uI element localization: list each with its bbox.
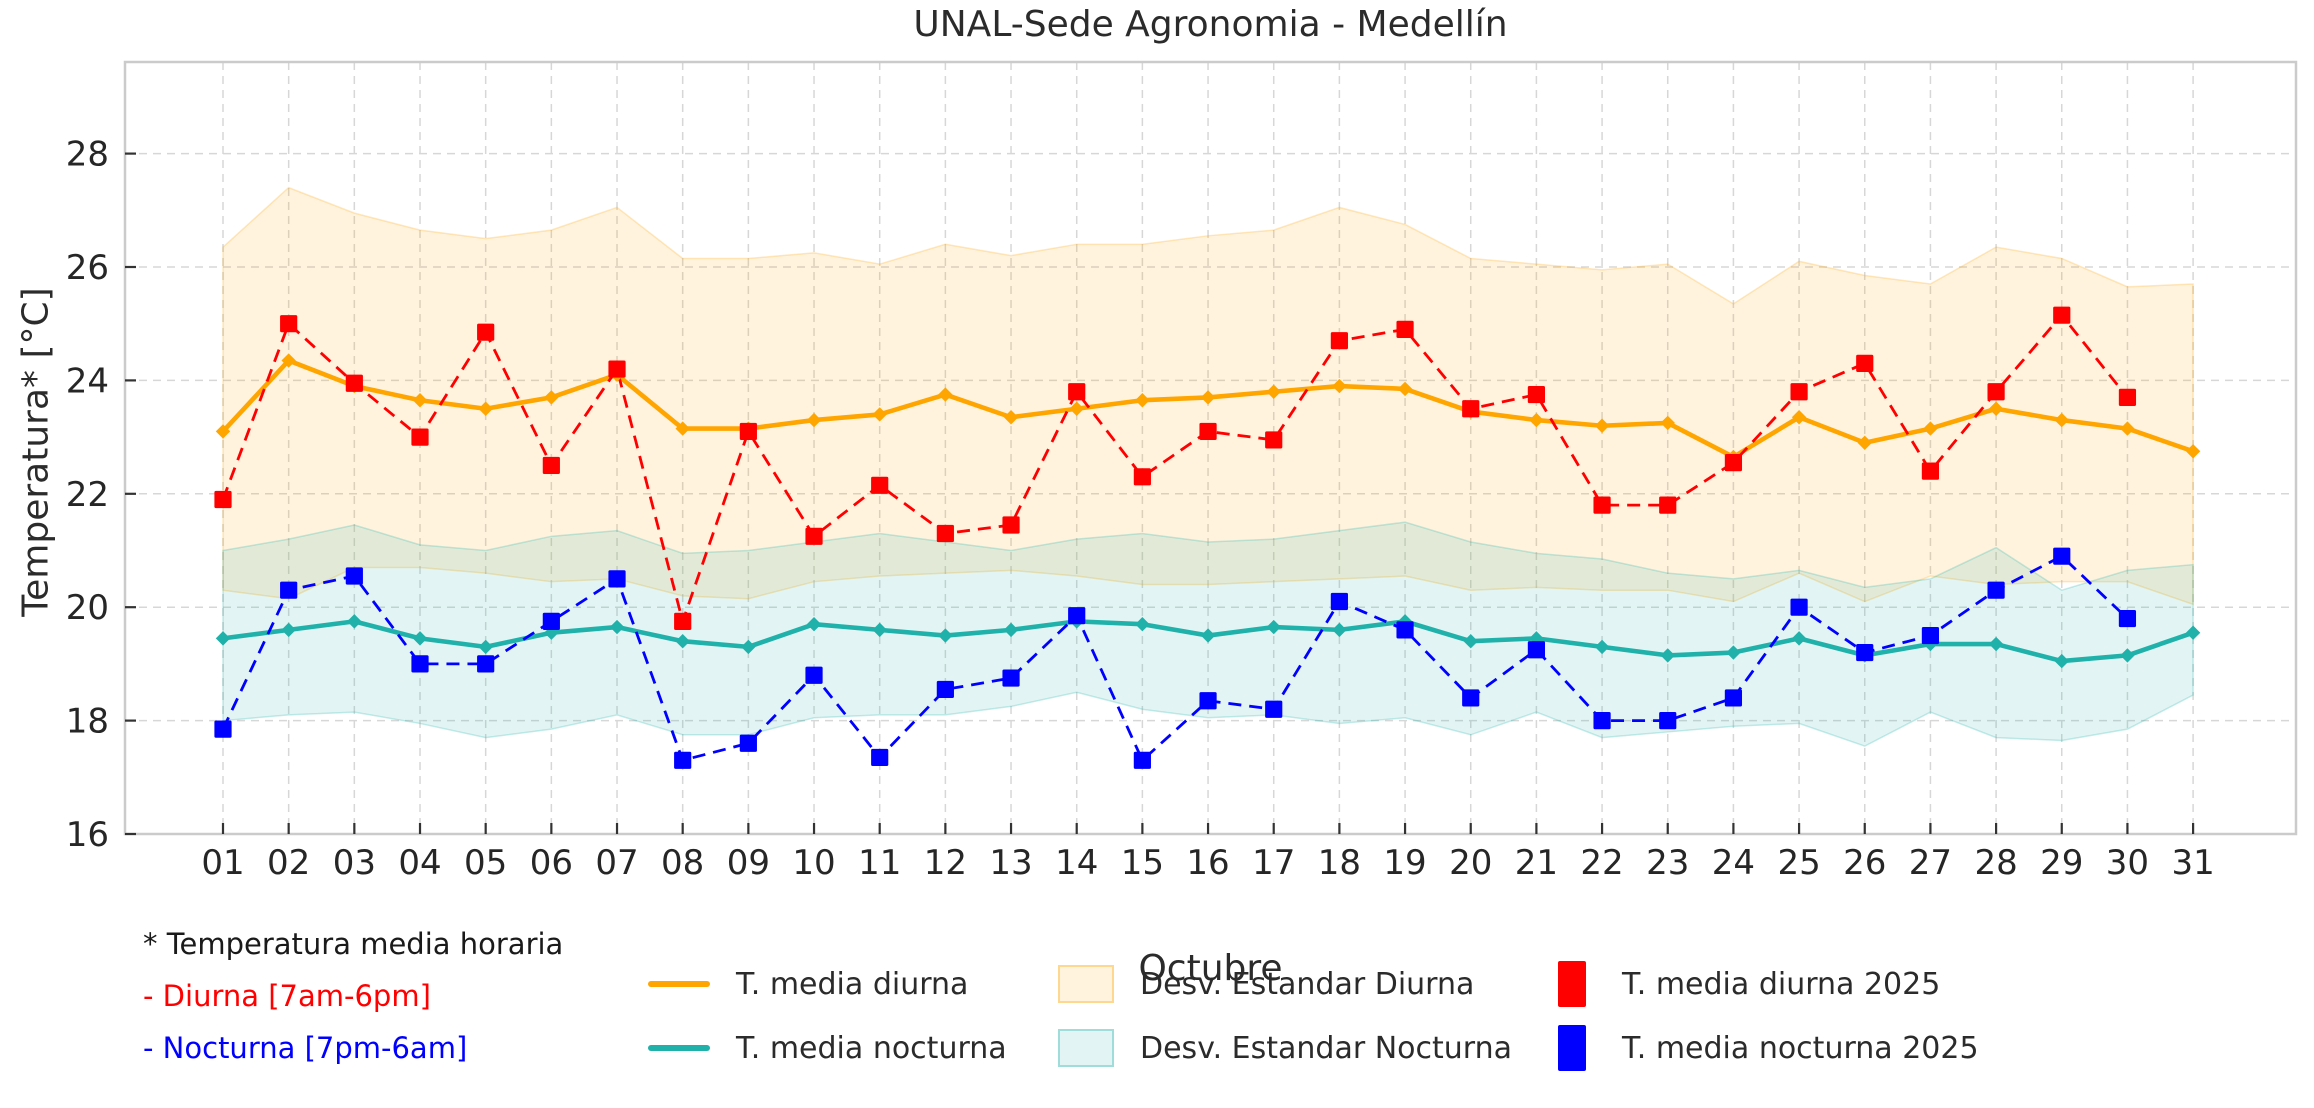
x-tick-labels: 01 02 03 04 05 06 07 08 09 10 11 12 13 14 15 16 17 18 19 20…: [201, 843, 2214, 883]
x-tick-label: 12: [924, 843, 967, 883]
x-tick-label: 11: [858, 843, 901, 883]
x-tick-label: 03: [333, 843, 376, 883]
legend-label: Desv. Estandar Nocturna: [1140, 1030, 1512, 1066]
x-tick-label: 21: [1515, 843, 1558, 883]
x-tick-label: 30: [2106, 843, 2149, 883]
chart-title: UNAL-Sede Agronomia - Medellín: [913, 4, 1508, 45]
x-tick-label: 14: [1055, 843, 1098, 883]
std-bands: [222, 186, 2194, 747]
x-tick-label: 13: [989, 843, 1032, 883]
legend-item-std-diurna: Desv. Estandar Diurna: [1058, 956, 1512, 1012]
legend-item-media-diurna: T. media diurna: [648, 956, 1007, 1012]
series-markers: [214, 306, 2201, 769]
x-tick-label: 01: [201, 843, 244, 883]
x-tick-label: 19: [1383, 843, 1426, 883]
x-tick-label: 10: [792, 843, 835, 883]
markers-t-media-diurna-2025: [214, 306, 2137, 630]
y-tick-label: 24: [66, 361, 109, 401]
x-tick-label: 28: [1974, 843, 2017, 883]
x-tick-label: 17: [1252, 843, 1295, 883]
x-tick-label: 06: [530, 843, 573, 883]
footnote-line-diurna: - Diurna [7am-6pm]: [143, 979, 431, 1013]
teal-line-swatch-icon: [648, 1045, 710, 1051]
legend-item-nocturna-2025: T. media nocturna 2025: [1548, 1020, 1979, 1076]
x-tick-label: 08: [661, 843, 704, 883]
x-tick-label: 26: [1843, 843, 1886, 883]
legend-item-diurna-2025: T. media diurna 2025: [1548, 956, 1979, 1012]
tick-marks: [125, 152, 2195, 836]
x-tick-label: 20: [1449, 843, 1492, 883]
x-tick-label: 04: [398, 843, 441, 883]
teal-band-swatch-icon: [1058, 1029, 1114, 1067]
x-tick-label: 22: [1580, 843, 1623, 883]
x-tick-label: 29: [2040, 843, 2083, 883]
legend-label: T. media diurna: [736, 966, 969, 1002]
footnote-line-nocturna: - Nocturna [7pm-6am]: [143, 1031, 468, 1065]
orange-line-swatch-icon: [648, 981, 710, 987]
y-tick-labels: 16 18 20 22 24 26 28: [66, 135, 109, 855]
y-tick-label: 22: [66, 475, 109, 515]
legend-item-media-nocturna: T. media nocturna: [648, 1020, 1007, 1076]
footnote-line-1: * Temperatura media horaria: [143, 927, 564, 961]
x-tick-label: 25: [1777, 843, 1820, 883]
legend-column-bands: Desv. Estandar Diurna Desv. Estandar Noc…: [1058, 956, 1512, 1084]
x-tick-label: 27: [1909, 843, 1952, 883]
legend-label: T. media nocturna 2025: [1622, 1030, 1979, 1066]
x-axis-label: Octubre: [1138, 948, 1283, 989]
x-tick-label: 31: [2171, 843, 2214, 883]
blue-square-swatch-icon: [1558, 1025, 1586, 1071]
legend-column-lines: T. media diurna T. media nocturna: [648, 956, 1007, 1084]
orange-band-swatch-icon: [1058, 965, 1114, 1003]
x-tick-label: 09: [727, 843, 770, 883]
x-tick-label: 15: [1121, 843, 1164, 883]
x-tick-label: 16: [1186, 843, 1229, 883]
x-tick-label: 24: [1712, 843, 1755, 883]
legend-column-2025: T. media diurna 2025 T. media nocturna 2…: [1548, 956, 1979, 1084]
legend-label: T. media nocturna: [736, 1030, 1007, 1066]
y-tick-label: 16: [66, 815, 109, 855]
footnote-annotation: * Temperatura media horaria - Diurna [7a…: [143, 918, 563, 1074]
red-square-swatch-icon: [1558, 961, 1586, 1007]
x-tick-label: 07: [595, 843, 638, 883]
legend-label: T. media diurna 2025: [1622, 966, 1941, 1002]
x-tick-label: 23: [1646, 843, 1689, 883]
plot-border: [123, 60, 2298, 836]
x-tick-label: 18: [1318, 843, 1361, 883]
y-tick-label: 18: [66, 702, 109, 742]
markers-t-media-nocturna-2025: [214, 547, 2137, 769]
x-tick-label: 05: [464, 843, 507, 883]
legend-item-std-nocturna: Desv. Estandar Nocturna: [1058, 1020, 1512, 1076]
x-tick-label: 02: [267, 843, 310, 883]
legend-label: Desv. Estandar Diurna: [1140, 966, 1475, 1002]
y-tick-label: 20: [66, 588, 109, 628]
y-tick-label: 26: [66, 248, 109, 288]
y-axis-label: Temperatura* [°C]: [15, 287, 57, 617]
y-tick-label: 28: [66, 135, 109, 175]
